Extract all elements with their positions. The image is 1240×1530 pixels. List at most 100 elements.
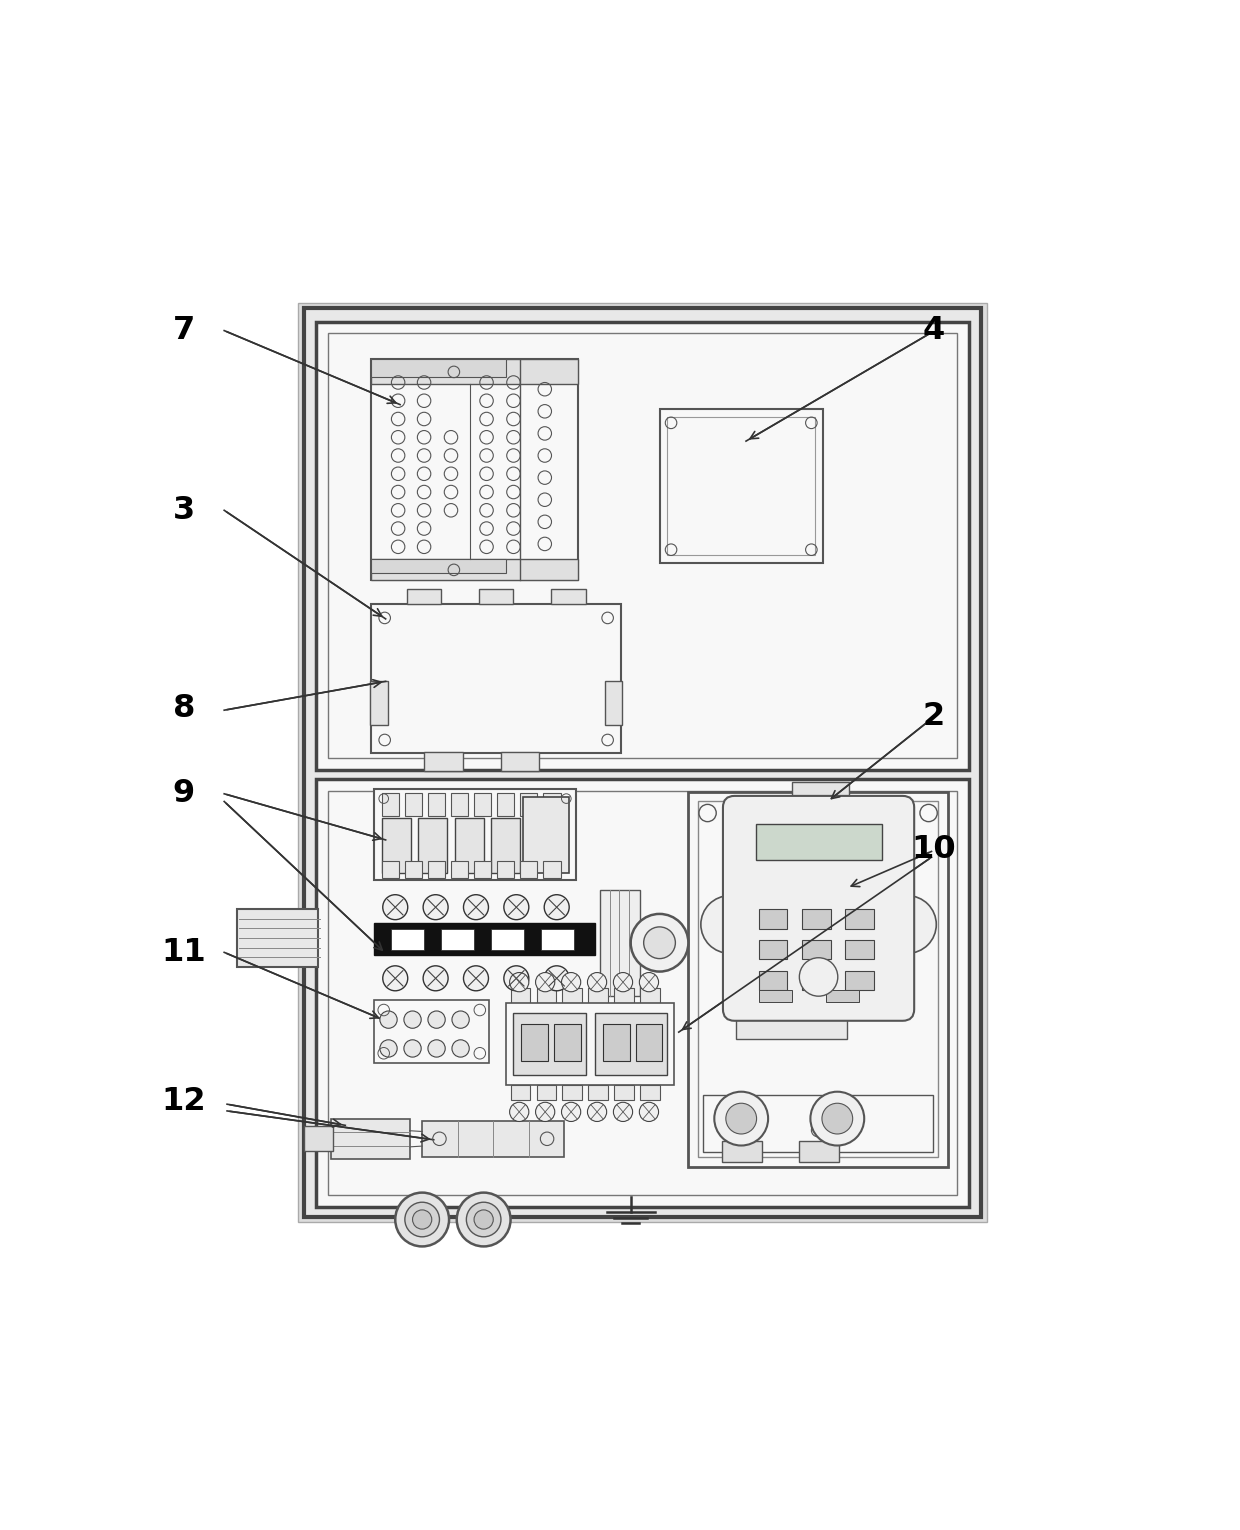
Text: 7: 7: [172, 315, 195, 346]
Bar: [382, 793, 399, 815]
Bar: [237, 909, 319, 967]
Bar: [554, 1025, 580, 1060]
Bar: [589, 988, 608, 1004]
Circle shape: [428, 1011, 445, 1028]
Circle shape: [588, 973, 606, 991]
Bar: [474, 793, 491, 815]
Bar: [799, 1141, 839, 1161]
Circle shape: [383, 895, 408, 920]
Circle shape: [536, 1102, 554, 1121]
Bar: [497, 861, 515, 878]
Bar: [374, 789, 575, 880]
Bar: [640, 988, 660, 1004]
Bar: [316, 779, 968, 1207]
Bar: [521, 1025, 548, 1060]
Bar: [491, 929, 525, 950]
Circle shape: [822, 1103, 853, 1134]
Circle shape: [464, 895, 489, 920]
Bar: [551, 589, 585, 604]
Bar: [407, 589, 441, 604]
Text: 12: 12: [161, 1086, 206, 1117]
Bar: [382, 819, 410, 872]
Circle shape: [879, 895, 936, 953]
Bar: [603, 1025, 630, 1060]
Bar: [844, 972, 874, 990]
Bar: [513, 1013, 585, 1076]
Circle shape: [404, 1203, 439, 1236]
Bar: [371, 360, 578, 580]
Bar: [371, 360, 506, 376]
Circle shape: [562, 1102, 580, 1121]
Bar: [374, 923, 595, 955]
Bar: [737, 1017, 847, 1039]
Circle shape: [701, 895, 759, 953]
Bar: [563, 988, 582, 1004]
Circle shape: [423, 895, 448, 920]
Bar: [521, 793, 537, 815]
Circle shape: [503, 965, 528, 991]
Bar: [759, 990, 792, 1002]
Circle shape: [404, 1040, 422, 1057]
Bar: [537, 1085, 556, 1100]
Circle shape: [811, 1092, 864, 1146]
Bar: [640, 1085, 660, 1100]
Circle shape: [383, 965, 408, 991]
Bar: [523, 797, 569, 872]
Circle shape: [800, 958, 838, 996]
Bar: [374, 1001, 490, 1063]
Bar: [451, 861, 469, 878]
Bar: [614, 988, 634, 1004]
Bar: [298, 303, 987, 1222]
Bar: [327, 334, 957, 759]
Bar: [441, 929, 474, 950]
Circle shape: [714, 1092, 768, 1146]
Bar: [371, 360, 578, 384]
Circle shape: [544, 895, 569, 920]
Circle shape: [413, 1210, 432, 1229]
Bar: [331, 1118, 409, 1158]
Text: 8: 8: [172, 693, 195, 724]
Circle shape: [725, 1103, 756, 1134]
Text: 3: 3: [172, 494, 195, 526]
Circle shape: [466, 1203, 501, 1236]
Circle shape: [614, 1102, 632, 1121]
Circle shape: [379, 1011, 397, 1028]
Bar: [501, 751, 539, 771]
Bar: [382, 861, 399, 878]
Circle shape: [451, 1011, 469, 1028]
Bar: [327, 791, 957, 1195]
Text: 9: 9: [172, 779, 195, 809]
Bar: [371, 604, 621, 753]
Bar: [660, 410, 823, 563]
Bar: [455, 819, 484, 872]
Bar: [543, 793, 560, 815]
Circle shape: [456, 1192, 511, 1247]
Text: 10: 10: [911, 834, 956, 864]
FancyBboxPatch shape: [723, 796, 914, 1021]
Bar: [802, 909, 831, 929]
Bar: [792, 782, 849, 800]
Bar: [424, 751, 463, 771]
Circle shape: [510, 973, 528, 991]
Circle shape: [404, 1011, 422, 1028]
Bar: [542, 929, 574, 950]
Circle shape: [614, 973, 632, 991]
Bar: [703, 1094, 934, 1152]
Bar: [667, 418, 815, 555]
Circle shape: [631, 913, 688, 972]
Bar: [589, 1085, 608, 1100]
Circle shape: [503, 895, 528, 920]
Bar: [491, 819, 521, 872]
Bar: [404, 861, 422, 878]
Bar: [304, 1126, 332, 1151]
Bar: [371, 560, 506, 572]
Bar: [635, 1025, 662, 1060]
Bar: [688, 793, 947, 1167]
Bar: [614, 1085, 634, 1100]
Bar: [543, 861, 560, 878]
Bar: [451, 793, 469, 815]
Bar: [605, 681, 622, 725]
Bar: [759, 972, 787, 990]
Bar: [802, 939, 831, 959]
Bar: [521, 861, 537, 878]
